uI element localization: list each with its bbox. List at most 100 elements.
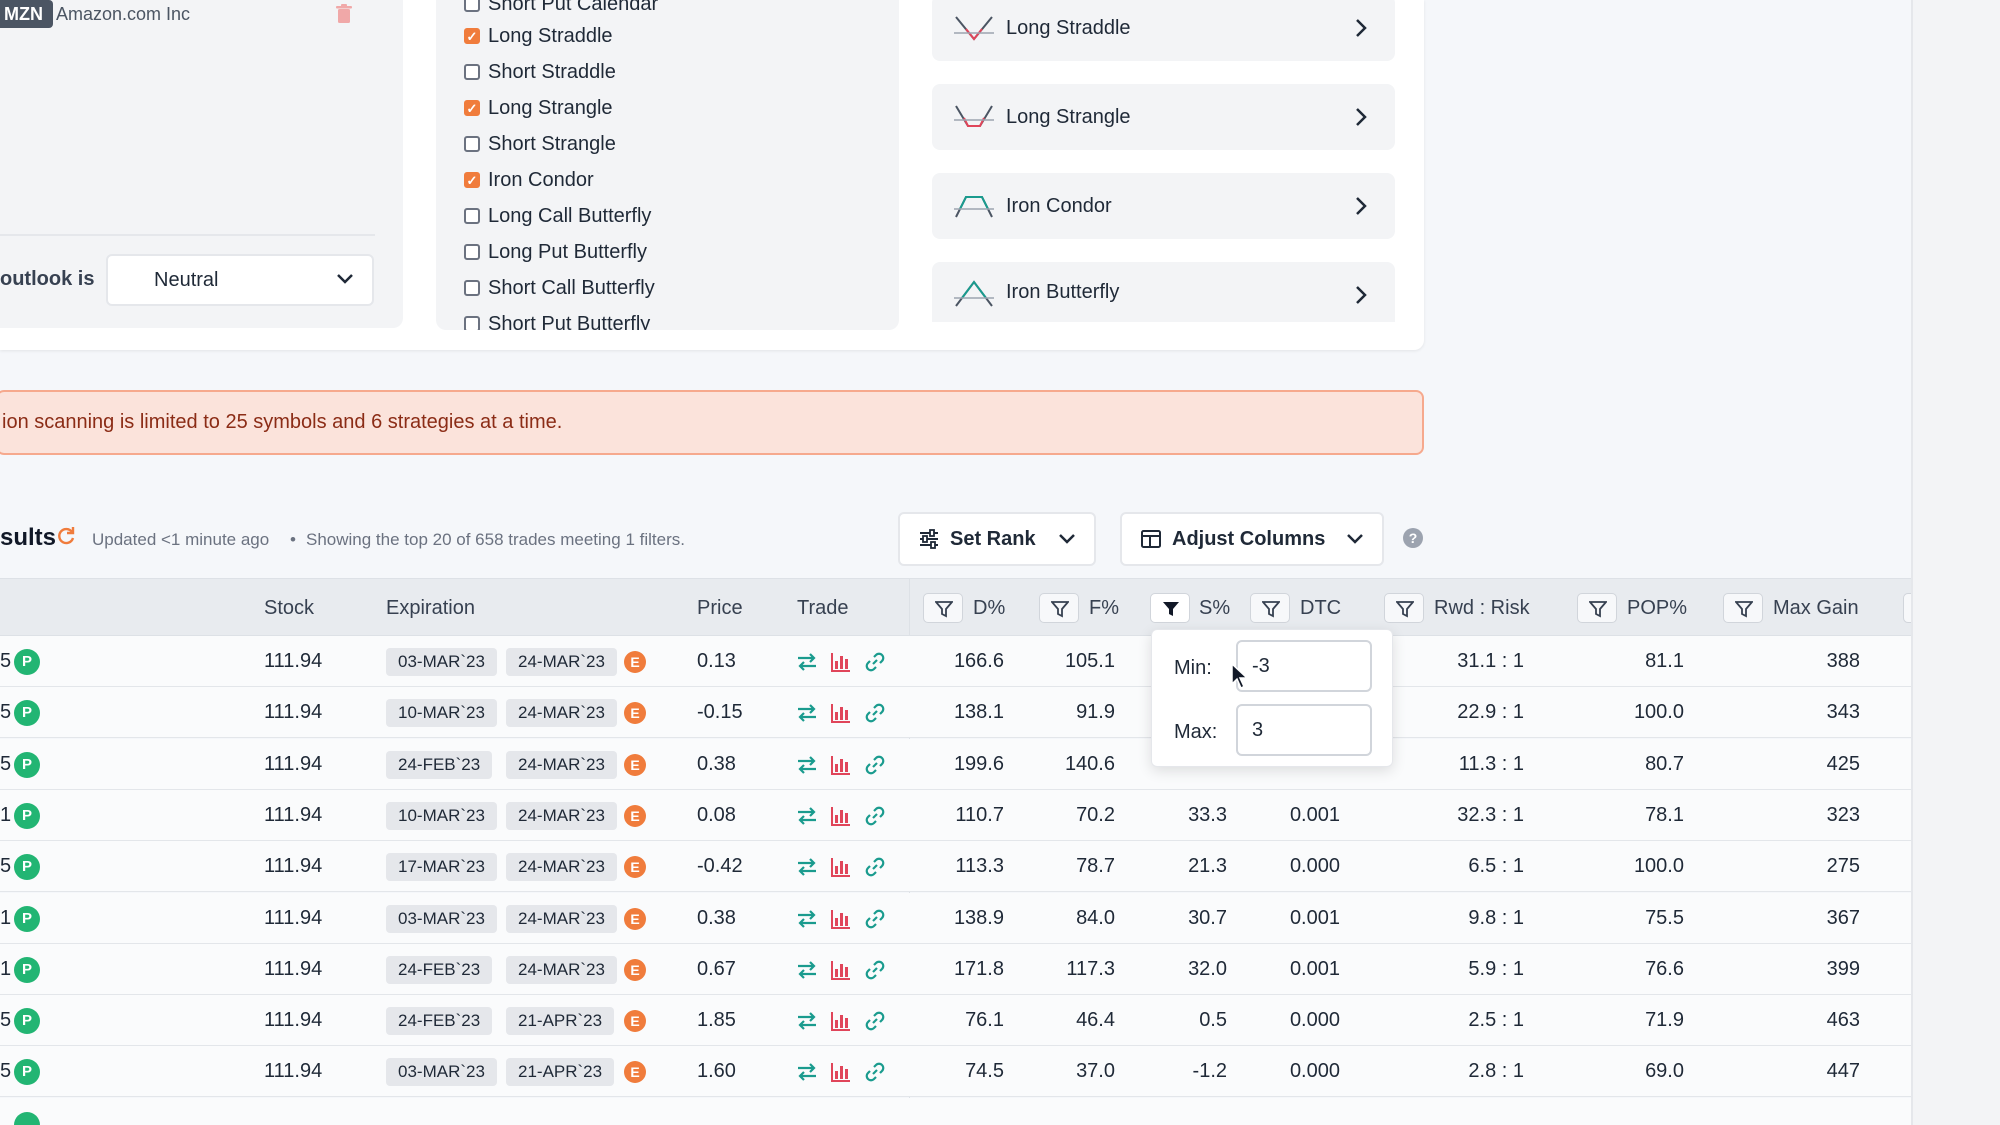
table-row[interactable]: 1 P 111.94 03-MAR`23 24-MAR`23 E 0.38 138.9 84.0… xyxy=(0,892,1911,944)
refresh-icon[interactable] xyxy=(56,526,76,546)
swap-arrows-icon[interactable] xyxy=(796,805,818,827)
filter-button-d-pct[interactable] xyxy=(923,593,963,623)
checkbox[interactable] xyxy=(464,0,480,12)
max-input[interactable] xyxy=(1236,704,1372,756)
strategy-card-label: Long Strangle xyxy=(1006,105,1131,128)
chart-icon[interactable] xyxy=(830,959,852,981)
column-header-max-gain[interactable]: Max Gain xyxy=(1773,597,1859,619)
swap-arrows-icon[interactable] xyxy=(796,754,818,776)
strategy-card-iron-butterfly[interactable]: Iron Butterfly xyxy=(932,262,1395,322)
filter-button-pop-pct[interactable] xyxy=(1577,593,1617,623)
column-header-stock[interactable]: Stock xyxy=(264,597,315,619)
checkbox[interactable] xyxy=(464,316,480,330)
d-pct-cell: 138.1 xyxy=(953,701,1004,724)
strategy-checkbox-row[interactable]: Short Call Butterfly xyxy=(464,273,655,303)
swap-arrows-icon[interactable] xyxy=(796,1010,818,1032)
filter-button-s-pct[interactable] xyxy=(1150,593,1190,623)
chart-icon[interactable] xyxy=(830,754,852,776)
checkbox[interactable] xyxy=(464,208,480,224)
stock-price-cell: 111.94 xyxy=(264,650,323,672)
checkbox[interactable] xyxy=(464,244,480,260)
expiration-chip: 03-MAR`23 xyxy=(386,648,497,676)
link-icon[interactable] xyxy=(864,908,886,930)
table-row[interactable]: 5 P 111.94 24-FEB`23 24-MAR`23 E 0.38 199.6 140.… xyxy=(0,738,1911,790)
strategy-checkbox-row[interactable]: Long Straddle xyxy=(464,21,613,51)
earnings-badge: E xyxy=(624,702,646,725)
trash-icon[interactable] xyxy=(336,4,352,24)
filter-button-dtc[interactable] xyxy=(1250,593,1290,623)
expiration-chip: 24-MAR`23 xyxy=(506,853,617,882)
column-header-f-pct[interactable]: F% xyxy=(1089,597,1119,619)
strategy-checkbox-row[interactable]: Iron Condor xyxy=(464,165,594,195)
swap-arrows-icon[interactable] xyxy=(796,856,818,878)
column-header-dtc[interactable]: DTC xyxy=(1300,597,1342,619)
link-icon[interactable] xyxy=(864,1010,886,1032)
link-icon[interactable] xyxy=(864,959,886,981)
column-header-trade[interactable]: Trade xyxy=(797,597,849,619)
table-row[interactable]: 5 P 111.94 03-MAR`23 21-APR`23 E 1.60 74.5 37.0 -… xyxy=(0,1046,1911,1098)
strategy-checkbox-row[interactable]: Long Strangle xyxy=(464,93,613,123)
table-row[interactable]: 5 P 111.94 17-MAR`23 24-MAR`23 E -0.42 113.3 78.… xyxy=(0,841,1911,893)
chart-icon[interactable] xyxy=(830,651,852,673)
strategy-checkbox-row[interactable]: Long Put Butterfly xyxy=(464,237,647,267)
link-icon[interactable] xyxy=(864,856,886,878)
filter-button-rwd-risk[interactable] xyxy=(1384,593,1424,623)
chart-icon[interactable] xyxy=(830,702,852,724)
strategy-card-long-straddle[interactable]: Long Straddle xyxy=(932,0,1395,61)
checkbox[interactable] xyxy=(464,64,480,80)
stock-price-cell: 111.94 xyxy=(264,906,323,929)
column-header-s-pct[interactable]: S% xyxy=(1199,597,1231,619)
swap-arrows-icon[interactable] xyxy=(796,959,818,981)
help-icon[interactable]: ? xyxy=(1403,528,1423,548)
dtc-cell: 0.000 xyxy=(1289,1060,1340,1083)
table-row[interactable]: 5 P 111.94 24-FEB`23 21-APR`23 E 1.85 76.1 46.4 0… xyxy=(0,995,1911,1047)
link-icon[interactable] xyxy=(864,1061,886,1083)
swap-arrows-icon[interactable] xyxy=(796,908,818,930)
table-row-partial[interactable] xyxy=(0,1097,1911,1125)
checkbox[interactable] xyxy=(464,136,480,152)
table-row[interactable]: 1 P 111.94 10-MAR`23 24-MAR`23 E 0.08 110.7 70.2… xyxy=(0,789,1911,841)
outlook-select[interactable]: Neutral xyxy=(106,254,374,306)
column-header-price[interactable]: Price xyxy=(697,597,743,619)
expiration-chip: 10-MAR`23 xyxy=(386,699,497,728)
table-row[interactable]: 5 P 111.94 10-MAR`23 24-MAR`23 E -0.15 138.1 91.… xyxy=(0,687,1911,739)
link-icon[interactable] xyxy=(864,651,886,673)
chart-icon[interactable] xyxy=(830,805,852,827)
min-input[interactable] xyxy=(1236,640,1372,692)
swap-arrows-icon[interactable] xyxy=(796,1061,818,1083)
chart-icon[interactable] xyxy=(830,908,852,930)
strategy-card-iron-condor[interactable]: Iron Condor xyxy=(932,173,1395,239)
filter-button-partial[interactable] xyxy=(1903,593,1911,623)
table-row[interactable]: 5 P 111.94 03-MAR`23 24-MAR`23 E 0.13 166.6 105.… xyxy=(0,636,1911,687)
column-header-expiration[interactable]: Expiration xyxy=(386,597,475,619)
link-icon[interactable] xyxy=(864,805,886,827)
strategy-checkbox-row[interactable]: Long Call Butterfly xyxy=(464,201,651,231)
checkbox[interactable] xyxy=(464,100,480,116)
rwd-risk-cell: 31.1 : 1 xyxy=(1457,650,1524,672)
checkbox[interactable] xyxy=(464,172,480,188)
swap-arrows-icon[interactable] xyxy=(796,651,818,673)
strategy-checkbox-row[interactable]: Short Put Calendar xyxy=(464,0,658,19)
filter-icon xyxy=(1735,601,1753,618)
column-header-pop-pct[interactable]: POP% xyxy=(1627,597,1688,619)
filter-button-f-pct[interactable] xyxy=(1039,593,1079,623)
link-icon[interactable] xyxy=(864,702,886,724)
swap-arrows-icon[interactable] xyxy=(796,702,818,724)
column-header-rwd-risk[interactable]: Rwd : Risk xyxy=(1434,597,1530,619)
strategy-checkbox-row[interactable]: Short Strangle xyxy=(464,129,616,159)
strategy-checkbox-row[interactable]: Short Straddle xyxy=(464,57,616,87)
chart-icon[interactable] xyxy=(830,856,852,878)
set-rank-button[interactable]: Set Rank xyxy=(898,512,1096,566)
link-icon[interactable] xyxy=(864,754,886,776)
adjust-columns-button[interactable]: Adjust Columns xyxy=(1120,512,1384,566)
strategy-card-long-strangle[interactable]: Long Strangle xyxy=(932,84,1395,150)
checkbox[interactable] xyxy=(464,280,480,296)
chart-icon[interactable] xyxy=(830,1010,852,1032)
checkbox[interactable] xyxy=(464,28,480,44)
column-header-d-pct[interactable]: D% xyxy=(973,597,1006,619)
strategy-checkbox-row[interactable]: Short Put Butterfly xyxy=(464,309,650,330)
chart-icon[interactable] xyxy=(830,1061,852,1083)
expiration-chip: 24-FEB`23 xyxy=(386,750,493,779)
filter-button-max-gain[interactable] xyxy=(1723,593,1763,623)
table-row[interactable]: 1 P 111.94 24-FEB`23 24-MAR`23 E 0.67 171.8 117.… xyxy=(0,943,1911,995)
